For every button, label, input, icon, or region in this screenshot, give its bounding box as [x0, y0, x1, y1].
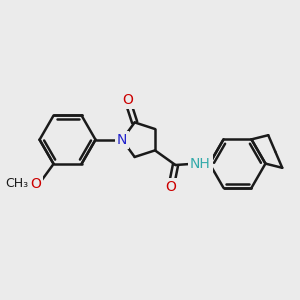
Text: CH₃: CH₃ [5, 177, 28, 190]
Text: O: O [122, 93, 133, 107]
Text: O: O [30, 177, 41, 190]
Text: NH: NH [190, 157, 211, 171]
Text: N: N [117, 133, 127, 147]
Text: O: O [166, 180, 176, 194]
